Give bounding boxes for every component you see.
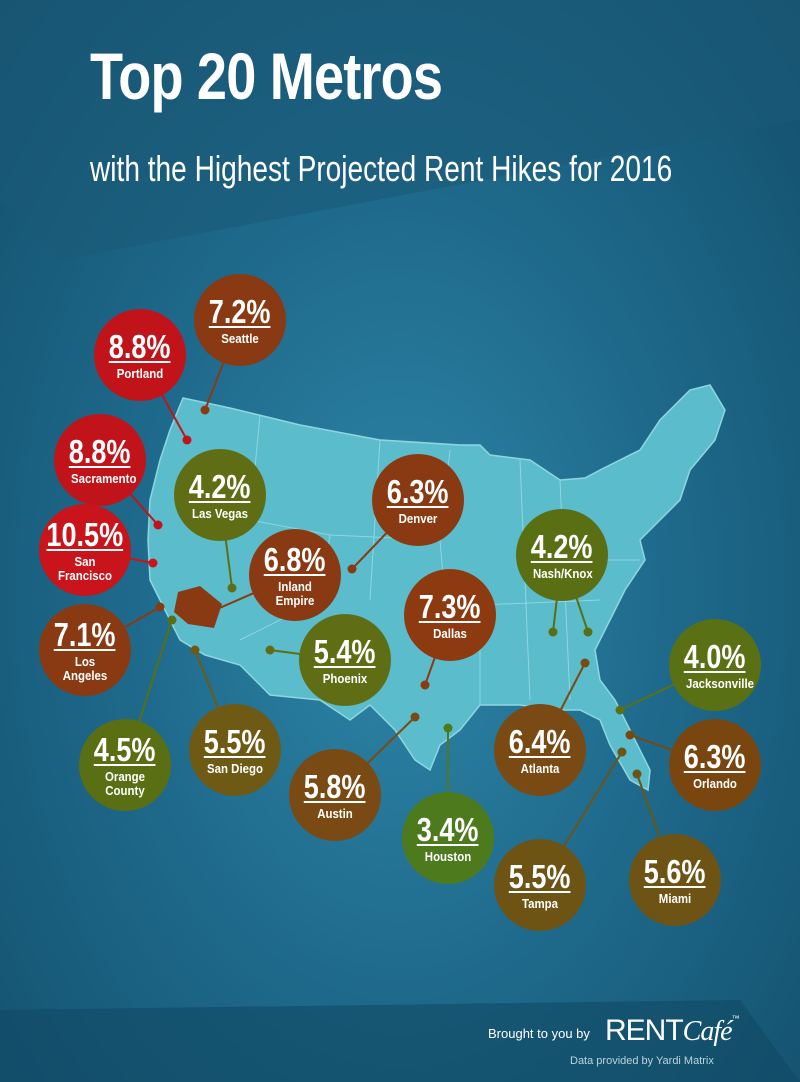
rate: 5.4% bbox=[314, 632, 376, 670]
city: Seattle bbox=[221, 330, 259, 346]
rate: 4.2% bbox=[531, 527, 593, 565]
metro-badge: 7.3% Dallas bbox=[404, 569, 496, 661]
metro-badge: 4.2% Nash/Knox bbox=[516, 509, 608, 601]
city: Nash/Knox bbox=[532, 565, 593, 581]
city: Denver bbox=[398, 510, 438, 526]
metro-badge: 5.8% Austin bbox=[289, 749, 381, 841]
metro-dot bbox=[167, 615, 177, 625]
rate: 8.8% bbox=[109, 327, 171, 365]
metro-badge: 5.5% Tampa bbox=[494, 839, 586, 931]
metro-dot bbox=[190, 645, 200, 655]
metro-dot bbox=[347, 564, 357, 574]
metro-badge: 8.8% Sacramento bbox=[54, 414, 146, 506]
metro-badge: 6.3% Orlando bbox=[669, 719, 761, 811]
city: Miami bbox=[658, 890, 692, 906]
city: Las Vegas bbox=[192, 505, 248, 521]
metro-dot bbox=[615, 705, 625, 715]
brand-name: RENT bbox=[605, 1014, 684, 1047]
metro-dot bbox=[632, 769, 642, 779]
rate: 4.2% bbox=[189, 467, 251, 505]
city: Portland bbox=[116, 365, 164, 381]
rate: 6.8% bbox=[264, 540, 326, 578]
rate: 5.5% bbox=[509, 857, 571, 895]
metro-dot bbox=[580, 658, 590, 668]
city: Orange County bbox=[104, 768, 146, 798]
city: Los Angeles bbox=[62, 653, 108, 683]
metro-dot bbox=[153, 520, 163, 530]
rate: 7.2% bbox=[209, 292, 271, 330]
metro-badge: 7.2% Seattle bbox=[194, 274, 286, 366]
city: Houston bbox=[424, 848, 472, 864]
city: Orlando bbox=[693, 775, 737, 791]
metro-badge: 6.3% Denver bbox=[372, 454, 464, 546]
rate: 4.5% bbox=[94, 730, 156, 768]
city: Austin bbox=[317, 805, 353, 821]
city: Atlanta bbox=[520, 760, 560, 776]
rate: 8.8% bbox=[69, 432, 131, 470]
metro-dot bbox=[210, 605, 220, 615]
bg-shade bbox=[0, 1000, 800, 1082]
inland-empire-area bbox=[174, 586, 222, 628]
metro-dot bbox=[265, 645, 275, 655]
city: Inland Empire bbox=[275, 578, 315, 608]
metro-dot bbox=[182, 435, 192, 445]
credit: Data provided by Yardi Matrix bbox=[570, 1055, 714, 1067]
subtitle: with the Highest Projected Rent Hikes fo… bbox=[90, 148, 673, 189]
city: San Diego bbox=[207, 760, 263, 776]
city: Tampa bbox=[521, 895, 559, 911]
metro-badge: 5.5% San Diego bbox=[189, 704, 281, 796]
metro-badge: 5.4% Phoenix bbox=[299, 614, 391, 706]
metro-dot bbox=[548, 627, 558, 637]
metro-dot bbox=[420, 680, 430, 690]
city: Sacramento bbox=[70, 470, 137, 486]
metro-dot bbox=[583, 627, 593, 637]
trademark: ™ bbox=[731, 1014, 740, 1023]
rate: 7.1% bbox=[54, 615, 116, 653]
city: San Francisco bbox=[57, 553, 113, 583]
rate: 4.0% bbox=[684, 637, 746, 675]
metro-dot bbox=[155, 602, 165, 612]
rate: 5.6% bbox=[644, 852, 706, 890]
metro-dot bbox=[617, 747, 627, 757]
rate: 6.3% bbox=[684, 737, 746, 775]
metro-badge: 4.2% Las Vegas bbox=[174, 449, 266, 541]
brand-script: Café bbox=[682, 1016, 733, 1047]
rate: 10.5% bbox=[46, 515, 124, 553]
rate: 5.5% bbox=[204, 722, 266, 760]
title: Top 20 Metros bbox=[90, 39, 443, 113]
city: Jacksonville bbox=[685, 675, 755, 691]
metro-badge: 6.8% Inland Empire bbox=[249, 529, 341, 621]
metro-badge: 5.6% Miami bbox=[629, 834, 721, 926]
brand: RENTCafé™ bbox=[605, 1014, 740, 1048]
metro-dot bbox=[200, 405, 210, 415]
metro-badge: 6.4% Atlanta bbox=[494, 704, 586, 796]
brought-by: Brought to you by bbox=[488, 1026, 590, 1041]
rate: 3.4% bbox=[417, 810, 479, 848]
city: Phoenix bbox=[322, 670, 368, 686]
metro-badge: 4.0% Jacksonville bbox=[669, 619, 761, 711]
rate: 5.8% bbox=[304, 767, 366, 805]
rate: 7.3% bbox=[419, 587, 481, 625]
rate: 6.3% bbox=[387, 472, 449, 510]
city: Dallas bbox=[433, 625, 467, 641]
metro-dot bbox=[227, 583, 237, 593]
metro-badge: 4.5% Orange County bbox=[79, 719, 171, 811]
metro-badge: 10.5% San Francisco bbox=[39, 504, 131, 596]
metro-dot bbox=[410, 712, 420, 722]
bg-shade bbox=[0, 0, 800, 260]
metro-dot bbox=[625, 730, 635, 740]
metro-dot bbox=[443, 723, 453, 733]
metro-dot bbox=[148, 558, 158, 568]
metro-badge: 7.1% Los Angeles bbox=[39, 604, 131, 696]
metro-badge: 3.4% Houston bbox=[402, 792, 494, 884]
rate: 6.4% bbox=[509, 722, 571, 760]
metro-badge: 8.8% Portland bbox=[94, 309, 186, 401]
